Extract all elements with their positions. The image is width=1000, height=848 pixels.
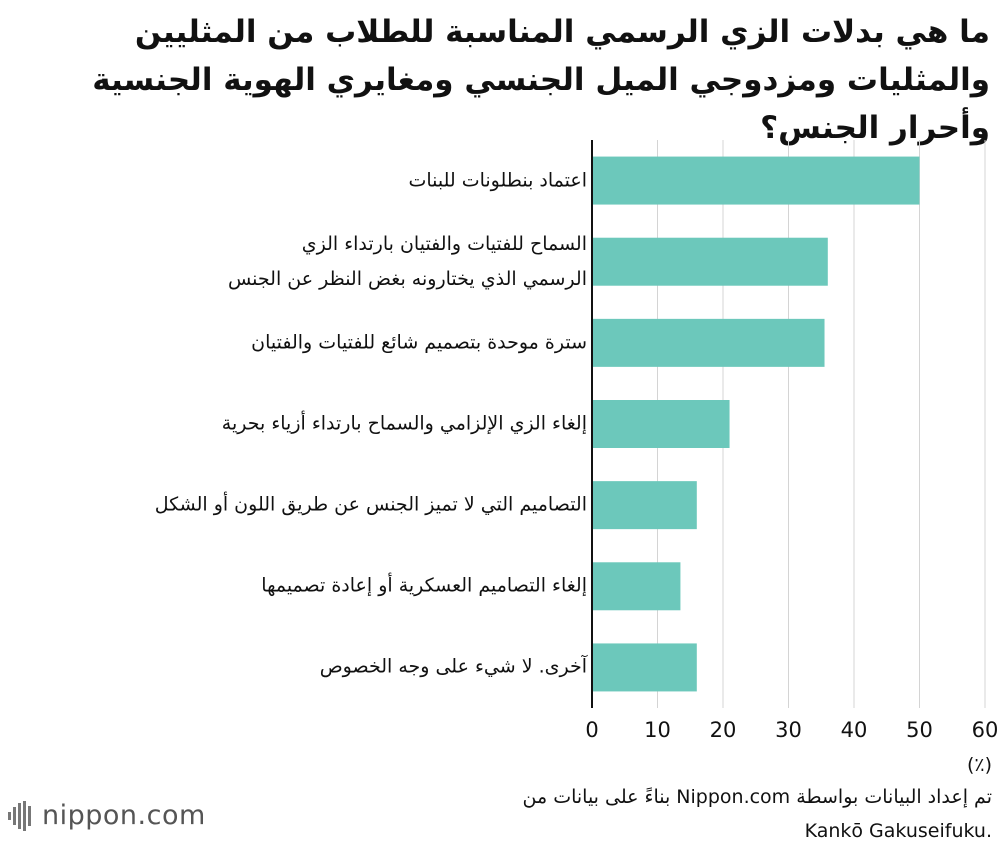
nippon-logo[interactable]: nippon.com <box>8 800 206 831</box>
category-label-4: إلغاء الزي الإلزامي والسماح بارتداء أزيا… <box>27 407 587 442</box>
category-label-1: اعتماد بنطلونات للبنات <box>27 163 587 198</box>
category-label-line: إلغاء التصاميم العسكرية أو إعادة تصميمها <box>261 574 587 597</box>
bar-1 <box>593 156 920 205</box>
source-note: تم إعداد البيانات بواسطة Nippon.com بناء… <box>372 780 992 848</box>
x-tick-label: 60 <box>971 718 999 742</box>
bar-3 <box>593 318 825 367</box>
x-tick-label: 50 <box>906 718 933 742</box>
nippon-bars-icon <box>8 800 31 831</box>
bar-6 <box>593 562 681 611</box>
source-line-1: تم إعداد البيانات بواسطة Nippon.com بناء… <box>522 786 992 808</box>
category-label-line: التصاميم التي لا تميز الجنس عن طريق اللو… <box>154 493 587 516</box>
category-label-line: آخرى. لا شيء على وجه الخصوص <box>319 655 587 678</box>
x-tick-label: 40 <box>840 718 868 742</box>
x-tick-label: 30 <box>775 718 802 742</box>
source-line-2: .Kankō Gakuseifuku <box>804 820 992 842</box>
bar-5 <box>593 481 697 530</box>
category-label-line: الرسمي الذي يختارونه بغض النظر عن الجنس <box>227 267 587 290</box>
category-label-line: السماح للفتيات والفتيان بارتداء الزي <box>301 232 587 255</box>
category-label-7: آخرى. لا شيء على وجه الخصوص <box>27 650 587 685</box>
bar-2 <box>593 237 828 286</box>
category-label-6: إلغاء التصاميم العسكرية أو إعادة تصميمها <box>27 569 587 604</box>
category-label-line: سترة موحدة بتصميم شائع للفتيات والفتيان <box>251 331 587 354</box>
logo-text: nippon.com <box>42 800 206 831</box>
category-label-line: إلغاء الزي الإلزامي والسماح بارتداء أزيا… <box>221 412 587 435</box>
x-tick-label: 0 <box>585 718 599 742</box>
bar-7 <box>593 643 697 692</box>
bar-4 <box>593 400 730 448</box>
category-label-line: اعتماد بنطلونات للبنات <box>408 169 587 192</box>
chart-title: ما هي بدلات الزي الرسمي المناسبة للطلاب … <box>92 14 990 146</box>
category-label-2: السماح للفتيات والفتيان بارتداء الزي الرس… <box>27 227 587 297</box>
x-tick-label: 10 <box>644 718 671 742</box>
category-label-5: التصاميم التي لا تميز الجنس عن طريق اللو… <box>27 488 587 523</box>
axis-unit-label: (٪) <box>966 754 992 776</box>
category-label-3: سترة موحدة بتصميم شائع للفتيات والفتيان <box>27 325 587 360</box>
x-tick-label: 20 <box>709 718 737 742</box>
